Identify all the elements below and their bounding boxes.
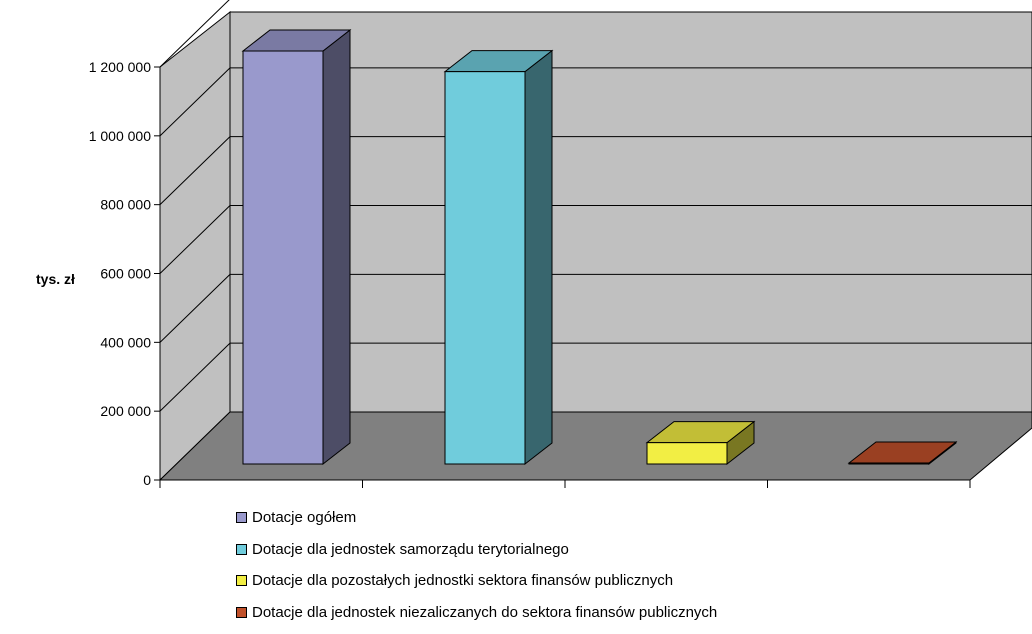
y-tick-label: 400 000: [100, 334, 151, 350]
gridline-side: [159, 67, 231, 137]
legend-label: Dotacje dla jednostek samorządu terytori…: [252, 540, 569, 558]
legend-item: Dotacje dla pozostałych jednostki sektor…: [236, 571, 717, 590]
bar: [645, 420, 756, 466]
gridline-side: [159, 273, 231, 343]
y-tick-label: 800 000: [100, 197, 151, 213]
gridline-side: [159, 136, 231, 206]
legend-swatch: [236, 575, 247, 586]
y-tick-labels: 0 200 000 400 000 600 000 800 000 1 000 000 1 …: [89, 59, 152, 488]
y-tick-label: 600 000: [100, 266, 151, 282]
y-tick-label: 1 000 000: [89, 128, 151, 144]
y-tick-label: 0: [143, 472, 151, 488]
bar-front: [646, 442, 728, 465]
legend-item: Dotacje dla jednostek niezaliczanych do …: [236, 603, 717, 622]
legend-swatch: [236, 543, 247, 555]
legend-label: Dotacje dla jednostek niezaliczanych do …: [252, 603, 718, 621]
axes: [154, 66, 971, 488]
y-tick-label: 200 000: [100, 403, 151, 419]
bar-chart: 0 200 000 400 000 600 000 800 000 1 000 000 1 …: [36, 0, 1032, 488]
bar: [241, 28, 352, 466]
gridlines: [159, 0, 1032, 412]
bar-front: [444, 71, 526, 465]
legend-label: Dotacje dla pozostałych jednostki sektor…: [252, 572, 674, 589]
bar: [847, 440, 958, 466]
legend-label: Dotacje ogółem: [252, 509, 357, 526]
legend-swatch: [236, 606, 247, 618]
legend: Dotacje ogółem Dotacje dla jednostek samo…: [236, 508, 717, 634]
y-tick-label: 1 200 000: [89, 59, 151, 75]
bar-side: [322, 28, 351, 466]
bar-side: [524, 49, 553, 466]
legend-item: Dotacje ogółem: [236, 508, 717, 527]
chart-walls: [159, 10, 1032, 482]
gridline-side: [159, 342, 231, 412]
gridline-side: [159, 205, 231, 274]
bar: [443, 49, 554, 466]
legend-swatch: [236, 512, 247, 523]
bar-front: [242, 50, 324, 465]
legend-item: Dotacje dla jednostek samorządu terytori…: [236, 540, 717, 559]
y-axis-title: tys. zł: [36, 271, 75, 287]
bar-front: [848, 462, 930, 465]
bars: [241, 28, 958, 466]
gridline-side: [159, 0, 230, 68]
side-wall: [159, 10, 231, 482]
